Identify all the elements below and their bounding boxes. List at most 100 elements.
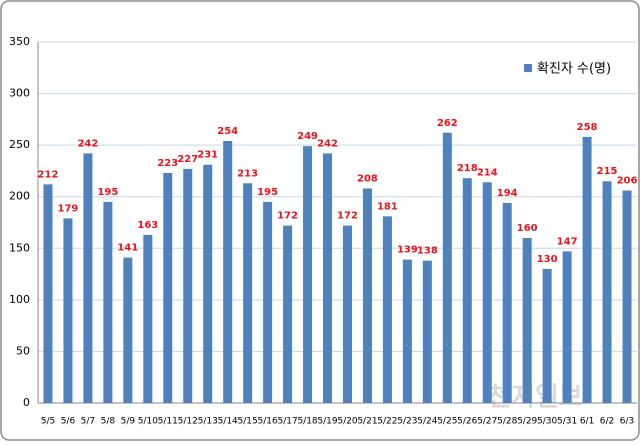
x-tick-label: 5/12 [178, 417, 198, 427]
value-label: 227 [177, 154, 198, 165]
bar [123, 257, 133, 403]
x-tick-label: 5/25 [437, 417, 457, 427]
legend-swatch [524, 64, 532, 72]
value-label: 214 [477, 167, 498, 178]
x-tick-label: 6/2 [600, 417, 614, 427]
y-tick-label: 50 [16, 344, 30, 357]
bar [462, 178, 472, 403]
bar [482, 182, 492, 403]
y-tick-label: 150 [9, 241, 30, 254]
value-label: 223 [157, 158, 178, 169]
x-tick-label: 5/11 [158, 417, 178, 427]
value-label: 195 [257, 187, 278, 198]
legend-label: 확진자 수(명) [537, 62, 611, 77]
value-label: 139 [397, 245, 418, 256]
value-label: 208 [357, 173, 378, 184]
bar [223, 141, 233, 403]
x-tick-label: 5/29 [517, 417, 537, 427]
bar [203, 164, 213, 403]
x-tick-label: 5/17 [277, 417, 297, 427]
y-tick-label: 350 [9, 35, 30, 48]
value-label: 160 [517, 223, 538, 234]
value-label: 147 [557, 236, 578, 247]
x-tick-label: 5/23 [397, 417, 417, 427]
bar [342, 225, 352, 403]
value-label: 181 [377, 201, 398, 212]
x-tick-label: 5/6 [61, 417, 76, 427]
value-label: 218 [457, 163, 478, 174]
x-tick-label: 5/15 [238, 417, 258, 427]
bar [602, 181, 612, 403]
x-tick-label: 5/27 [477, 417, 497, 427]
x-tick-label: 6/1 [580, 417, 594, 427]
value-label: 258 [577, 122, 598, 133]
bar [43, 184, 53, 403]
x-tick-label: 5/24 [417, 417, 437, 427]
bar [542, 268, 552, 403]
bar [263, 201, 273, 403]
x-tick-label: 5/5 [41, 417, 55, 427]
x-tick-label: 5/16 [258, 417, 278, 427]
value-label: 172 [337, 211, 358, 222]
bar [323, 153, 333, 403]
y-tick-label: 200 [9, 190, 30, 203]
value-label: 172 [277, 211, 298, 222]
x-tick-label: 5/21 [357, 417, 377, 427]
bar [402, 259, 412, 403]
bar [362, 188, 372, 403]
bar [163, 172, 173, 403]
bar [622, 190, 632, 403]
value-label: 163 [137, 220, 158, 231]
bar [63, 218, 73, 403]
value-label: 231 [197, 150, 218, 161]
bar [522, 237, 532, 403]
value-label: 130 [537, 254, 558, 265]
x-tick-label: 5/9 [121, 417, 136, 427]
value-label: 138 [417, 246, 438, 257]
bar [502, 202, 512, 403]
value-label: 215 [597, 166, 618, 177]
bar [562, 251, 572, 403]
bar [183, 168, 193, 403]
x-tick-label: 6/3 [620, 417, 634, 427]
bar [303, 146, 313, 403]
value-label: 242 [77, 138, 98, 149]
value-label: 179 [58, 203, 79, 214]
x-tick-label: 5/14 [218, 417, 238, 427]
bar [143, 234, 153, 403]
x-tick-label: 5/31 [557, 417, 577, 427]
x-tick-label: 5/7 [81, 417, 95, 427]
bar [582, 136, 592, 404]
y-tick-label: 100 [9, 293, 30, 306]
value-label: 213 [237, 168, 258, 179]
x-tick-label: 5/26 [457, 417, 477, 427]
x-tick-label: 5/22 [377, 417, 397, 427]
x-tick-label: 5/19 [317, 417, 337, 427]
bar [422, 260, 432, 403]
value-label: 249 [297, 131, 318, 142]
value-label: 195 [97, 187, 118, 198]
y-tick-label: 0 [23, 396, 30, 409]
bar [382, 216, 392, 403]
x-tick-label: 5/30 [537, 417, 557, 427]
bar [442, 132, 452, 403]
x-tick-label: 5/8 [101, 417, 116, 427]
x-tick-label: 5/28 [497, 417, 517, 427]
x-tick-label: 5/18 [297, 417, 317, 427]
y-tick-label: 250 [9, 138, 30, 151]
bar [243, 183, 253, 403]
value-label: 242 [317, 138, 338, 149]
value-label: 212 [38, 169, 59, 180]
x-tick-label: 5/20 [337, 417, 357, 427]
value-label: 141 [117, 243, 138, 254]
value-label: 262 [437, 118, 458, 129]
x-tick-label: 5/13 [198, 417, 218, 427]
value-label: 206 [617, 176, 638, 187]
bar [83, 153, 93, 403]
value-label: 254 [217, 126, 238, 137]
x-tick-label: 5/10 [138, 417, 158, 427]
bar [103, 201, 113, 403]
bar [283, 225, 293, 403]
